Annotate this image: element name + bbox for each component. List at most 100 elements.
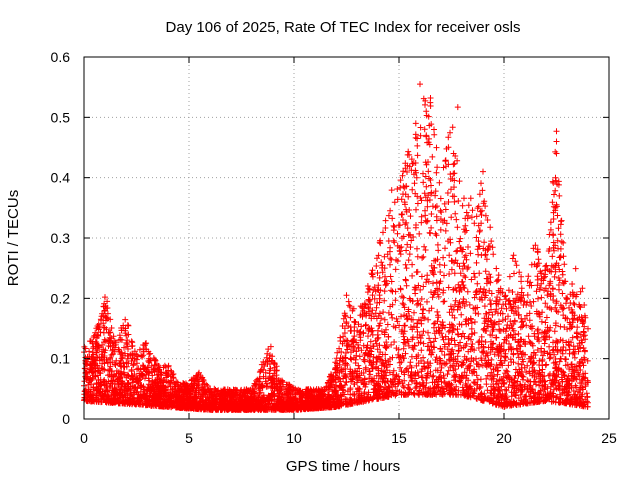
data-point [552,268,559,275]
data-point [104,315,111,322]
data-point [474,396,480,402]
data-point [447,129,453,136]
data-point [95,324,102,331]
data-point [463,388,470,395]
data-point [403,206,410,213]
data-point [400,294,407,301]
data-point [413,206,419,213]
data-point [356,365,363,372]
data-point [547,390,554,397]
data-point [454,353,461,360]
data-point [244,396,250,403]
data-point [470,379,477,386]
data-point [493,265,500,272]
data-point [340,315,347,322]
data-point [562,356,569,362]
data-point [547,383,554,390]
data-point [412,290,419,297]
data-point [405,257,412,264]
data-point [347,355,354,362]
data-point [519,387,526,394]
data-point [482,203,489,210]
data-point [405,148,412,155]
data-point [394,242,401,249]
data-point [427,368,434,375]
data-point [462,252,469,259]
data-point [220,387,226,394]
data-point [447,364,454,371]
data-point [428,262,435,269]
data-point [546,231,553,238]
data-point [400,355,407,361]
data-point [490,251,497,258]
data-point [418,347,425,354]
data-point [493,306,500,313]
data-points [81,81,591,413]
data-point [434,308,441,315]
data-point [473,213,480,220]
data-point [120,369,127,376]
data-point [501,293,508,300]
data-point [422,173,429,180]
data-point [124,391,131,398]
data-point [342,354,348,361]
data-point [520,351,527,358]
data-point [392,324,399,331]
data-point [559,387,566,394]
data-point [402,221,409,228]
data-point [383,364,390,371]
data-point [315,393,322,400]
data-point [512,331,519,338]
data-point [216,393,222,400]
data-point [373,363,379,370]
data-point [123,359,130,366]
data-point [98,317,105,324]
data-point [428,190,435,197]
data-point [412,167,419,174]
data-point [430,271,437,278]
data-point [362,302,369,309]
data-point [260,373,267,380]
data-point [97,329,104,336]
data-point [555,245,561,252]
data-point [529,364,536,371]
data-point [494,294,501,301]
data-point [555,225,562,232]
data-point [454,247,461,254]
data-point [142,402,149,409]
data-point [368,270,375,277]
data-point [366,347,373,354]
data-point [448,266,455,273]
data-point [104,305,111,311]
data-point [479,348,485,355]
data-point [484,247,491,254]
data-point [563,339,570,346]
data-point [509,289,516,295]
data-point [158,372,165,379]
data-point [541,349,548,355]
data-point [559,350,566,357]
data-point [473,385,480,392]
data-point [124,322,131,329]
data-point [427,230,434,237]
data-point [483,381,490,388]
data-point [341,310,348,317]
data-point [420,340,427,347]
data-point [447,357,454,364]
data-point [136,346,143,353]
data-point [449,124,456,131]
data-point [515,339,521,346]
data-point [483,256,490,263]
data-point [423,108,430,115]
data-point [569,310,576,317]
data-point [448,348,455,355]
data-point [478,180,484,187]
data-point [347,314,354,321]
data-point [433,354,440,361]
data-point [446,271,453,277]
data-point [576,363,582,370]
data-point [550,371,557,377]
data-point [445,328,452,335]
data-point [553,361,560,368]
data-point [463,209,470,216]
